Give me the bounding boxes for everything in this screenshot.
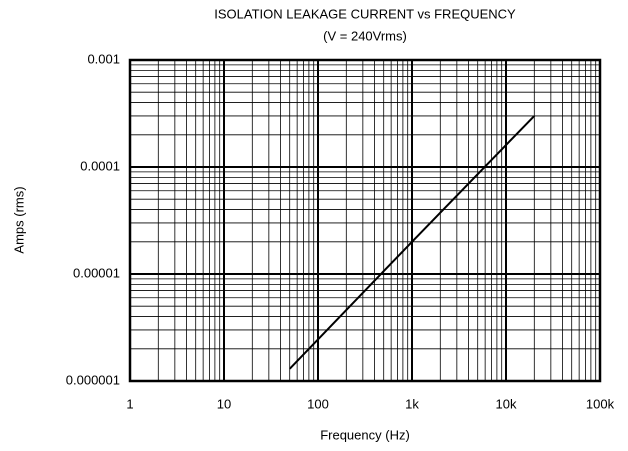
x-tick-label: 1 — [126, 396, 133, 411]
plot-frame — [128, 58, 602, 383]
x-tick-label: 100 — [307, 396, 329, 411]
x-tick-label: 100k — [586, 396, 615, 411]
x-tick-label: 10 — [217, 396, 231, 411]
y-tick-label: 0.0001 — [80, 158, 120, 173]
y-axis-label: Amps (rms) — [11, 186, 26, 253]
x-axis-label: Frequency (Hz) — [320, 427, 410, 442]
y-tick-label: 0.001 — [87, 51, 120, 66]
chart-title: ISOLATION LEAKAGE CURRENT vs FREQUENCY — [214, 6, 516, 21]
data-line — [288, 115, 536, 370]
chart-subtitle: (V = 240Vrms) — [323, 28, 407, 43]
y-tick-label: 0.00001 — [73, 265, 120, 280]
x-tick-label: 10k — [496, 396, 517, 411]
y-tick-label: 0.000001 — [66, 372, 120, 387]
x-tick-label: 1k — [405, 396, 419, 411]
